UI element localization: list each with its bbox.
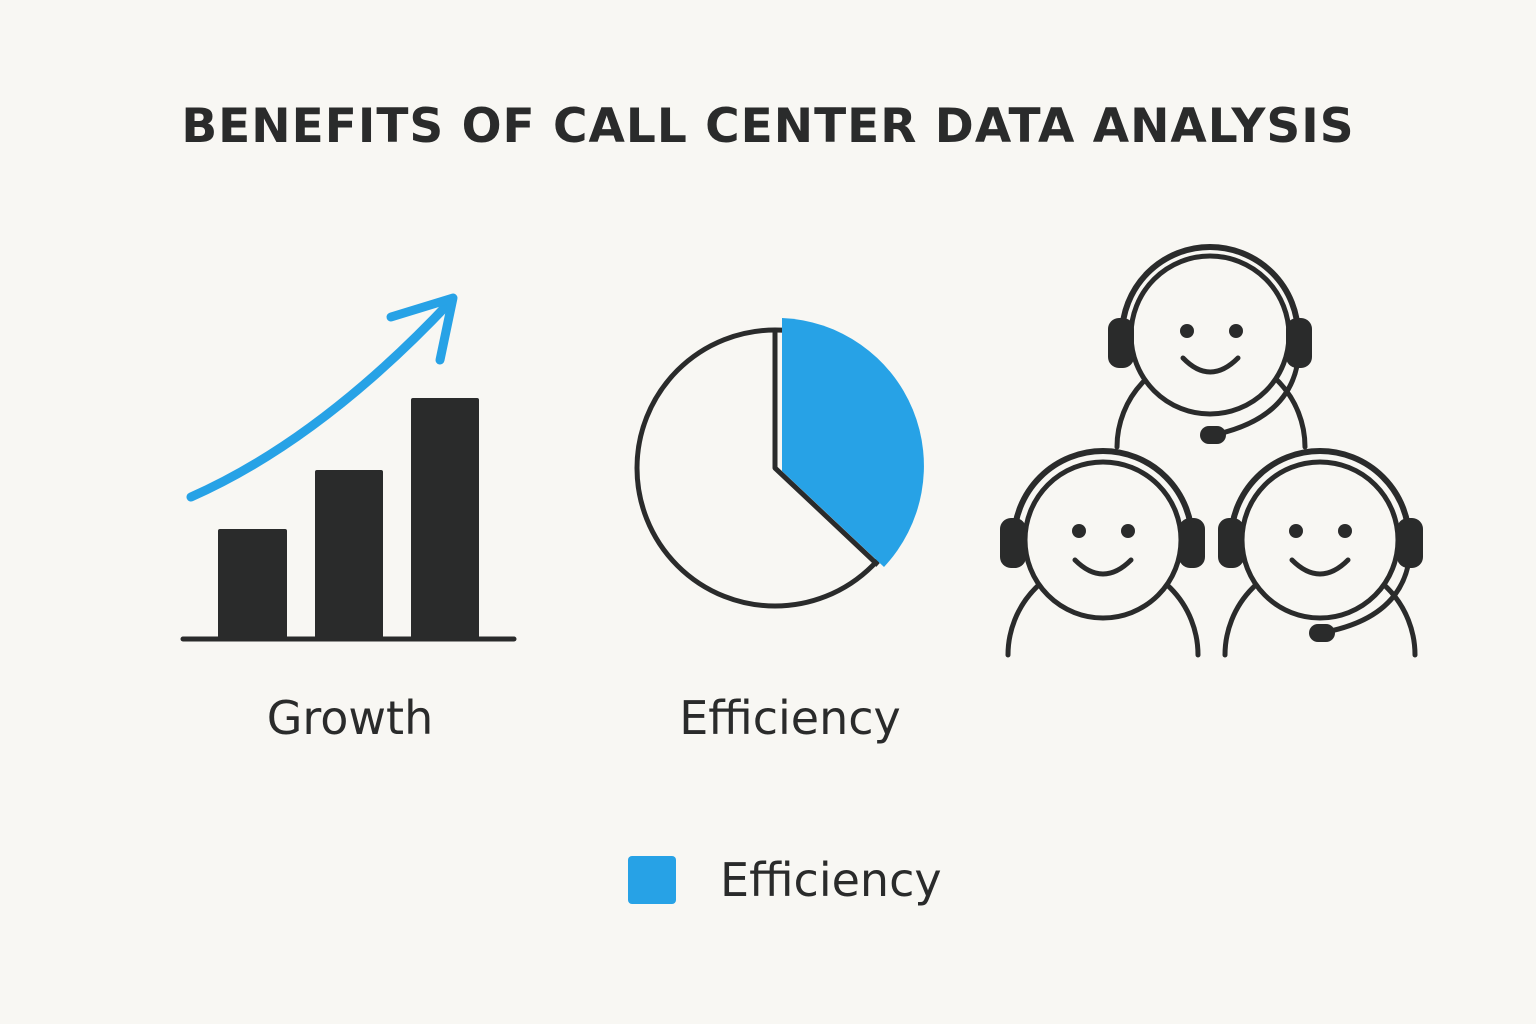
agent-top-headband — [1119, 244, 1301, 336]
agent-right-eye-right — [1338, 524, 1352, 538]
agent-right-eye-left — [1289, 524, 1303, 538]
legend-swatch — [628, 856, 676, 904]
agent-right-earcup-right — [1397, 518, 1423, 568]
agent-left-eye-right — [1121, 524, 1135, 538]
agent-right-mic — [1309, 624, 1335, 642]
agent-top-mic — [1200, 426, 1226, 444]
agent-top — [1108, 244, 1312, 450]
pie-slice-efficiency — [782, 318, 924, 567]
agent-top-earcup-right — [1286, 318, 1312, 368]
bar-small — [218, 529, 287, 639]
agent-left — [1000, 448, 1205, 658]
agent-right-mic-boom — [1323, 563, 1411, 635]
agent-top-head — [1128, 253, 1292, 417]
agent-left-head — [1022, 459, 1184, 621]
page-title: BENEFITS OF CALL CENTER DATA ANALYSIS — [181, 99, 1355, 154]
agent-left-headband — [1011, 448, 1195, 541]
headset-agents-icon — [1000, 244, 1423, 658]
agent-left-smile — [1072, 557, 1134, 577]
arrow-head-icon — [386, 293, 458, 365]
agent-left-earcup-right — [1179, 518, 1205, 568]
bar-tall — [411, 398, 479, 639]
agent-right-smile — [1289, 557, 1351, 577]
efficiency-label: Efficiency — [679, 691, 901, 745]
growth-label: Growth — [266, 691, 434, 745]
agent-right-head — [1239, 459, 1401, 621]
agent-left-earcup-left — [1000, 518, 1026, 568]
legend-label: Efficiency — [720, 853, 942, 907]
agent-right-headband — [1228, 448, 1412, 541]
bar-medium — [315, 470, 383, 639]
agent-top-eye-left — [1180, 324, 1194, 338]
agent-top-eye-right — [1229, 324, 1243, 338]
agent-top-smile — [1180, 355, 1241, 375]
pie-divider — [772, 330, 880, 567]
agent-right — [1218, 448, 1423, 658]
agent-right-earcup-left — [1218, 518, 1244, 568]
pie-chart-icon — [634, 318, 924, 609]
agent-top-mic-boom — [1215, 363, 1300, 437]
agent-top-earcup-left — [1108, 318, 1134, 368]
bar-chart-growth-icon — [180, 293, 517, 642]
trend-arrow-line — [186, 297, 455, 502]
agent-left-eye-left — [1072, 524, 1086, 538]
